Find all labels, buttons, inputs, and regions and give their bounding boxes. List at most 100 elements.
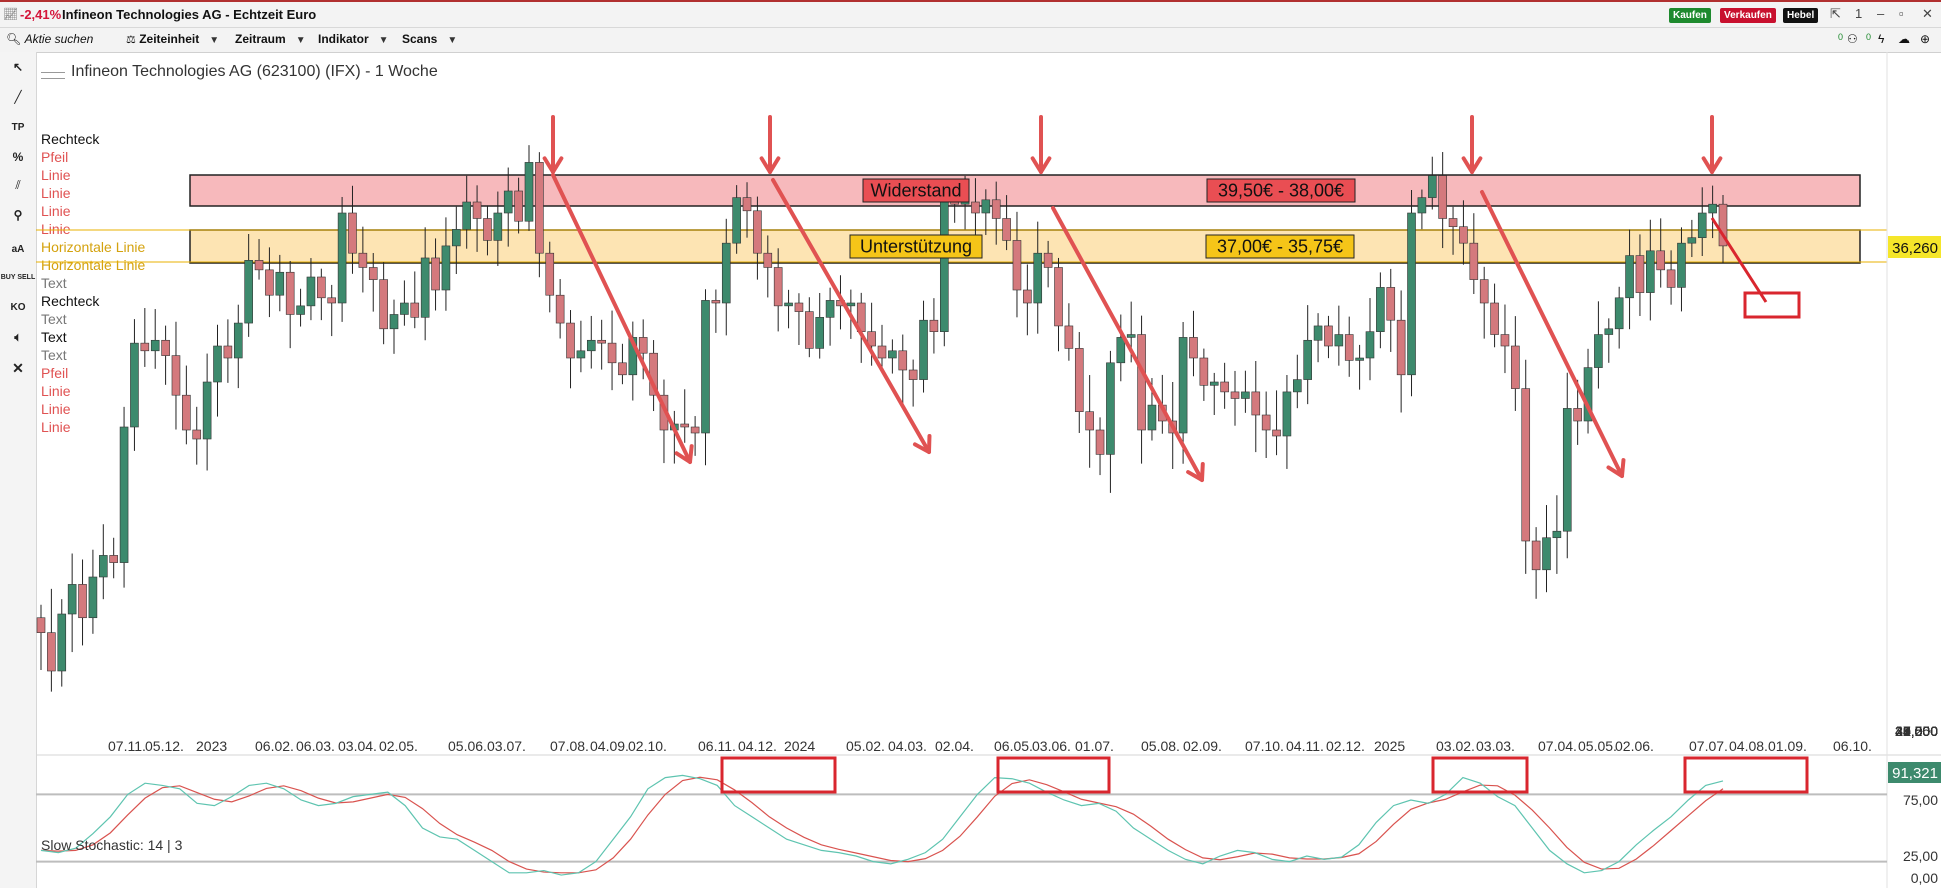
drawing-item[interactable]: Linie: [41, 167, 71, 183]
candle-body: [950, 197, 959, 205]
candle-body: [88, 576, 98, 619]
stock-search[interactable]: 🔍︎ Aktie suchen: [6, 32, 93, 46]
search-icon: 🔍︎: [6, 32, 22, 46]
candle-body: [960, 201, 970, 205]
resistance-range: 39,50€ - 38,00€: [1218, 181, 1344, 201]
candle-body: [368, 267, 378, 280]
add-icon[interactable]: ⊕: [1920, 32, 1931, 46]
ko-icon[interactable]: KO: [10, 302, 26, 313]
candle-body: [1189, 337, 1198, 359]
y-tick-label: 22,500: [1895, 723, 1938, 739]
percent-icon[interactable]: %: [12, 150, 24, 164]
y-tick-label: 31,000: [1895, 723, 1938, 739]
candle-body: [1293, 379, 1302, 393]
candle-body: [420, 257, 430, 318]
cloud-icon[interactable]: ☁: [1898, 32, 1910, 46]
dropdown-arrow-icon: ▼: [378, 35, 389, 46]
drawing-item[interactable]: Linie: [41, 185, 71, 201]
candle-body: [400, 302, 409, 315]
text-size-icon[interactable]: aA: [11, 244, 25, 255]
drawing-item[interactable]: Horizontale Linie: [41, 239, 146, 255]
candle-body: [576, 350, 586, 359]
dropdown-arrow-icon: ▼: [295, 35, 306, 46]
candle-body: [1708, 203, 1717, 214]
drawing-item[interactable]: Linie: [41, 419, 71, 435]
x-tick-label: 02.10.: [628, 738, 667, 754]
stoch-k-line: [40, 774, 1724, 876]
buy-sell-icon[interactable]: BUY SELL: [0, 274, 36, 281]
candle-body: [908, 369, 918, 380]
scans-menu[interactable]: Scans ▼: [402, 32, 457, 46]
search-icon[interactable]: ⚲: [13, 208, 23, 222]
sell-button[interactable]: Verkaufen: [1720, 8, 1776, 23]
drawing-item[interactable]: Text: [41, 347, 67, 363]
lever-button[interactable]: Hebel: [1783, 8, 1819, 23]
scans-label: Scans: [402, 32, 438, 46]
channel-icon[interactable]: ⫽: [15, 178, 21, 192]
candle-body: [1677, 242, 1686, 288]
x-tick-label: 2025: [1374, 738, 1405, 754]
drawing-tools-sidebar: ↖ ╱ TP % ⫽ ⚲ aA BUY SELL KO 🔈︎ ✕: [0, 52, 37, 888]
x-tick-label: 06.10.: [1833, 738, 1872, 754]
share-icon[interactable]: ⇱: [1830, 6, 1841, 21]
close-icon[interactable]: ✕: [1922, 6, 1933, 21]
lightning-icon[interactable]: ϟ: [1878, 32, 1885, 46]
candle-body: [47, 632, 56, 672]
drawing-item[interactable]: Rechteck: [41, 131, 100, 147]
candle-body: [1469, 242, 1479, 280]
delete-icon[interactable]: ✕: [12, 360, 24, 376]
candle-body: [1054, 267, 1063, 327]
drawing-item[interactable]: Linie: [41, 401, 71, 417]
drawing-item[interactable]: Pfeil: [41, 149, 69, 165]
candle-body: [1074, 348, 1084, 412]
candle-body: [794, 302, 804, 312]
drawing-item[interactable]: Pfeil: [41, 365, 69, 381]
candle-body: [805, 311, 814, 349]
minimize-icon[interactable]: –: [1877, 6, 1885, 21]
timeframe-menu[interactable]: ⚖ Zeiteinheit ▼: [126, 32, 219, 46]
tp-icon[interactable]: TP: [11, 122, 25, 133]
candle-body: [1417, 197, 1427, 214]
y-tick-label: 21,500: [1895, 723, 1938, 739]
drawing-item[interactable]: Text: [41, 329, 67, 345]
candle-body: [825, 300, 835, 318]
line-tool-icon[interactable]: ╱: [14, 90, 22, 104]
candle-body: [431, 257, 440, 291]
x-tick-label: 04.03.: [888, 738, 927, 754]
candle-body: [192, 429, 202, 440]
indicator-menu[interactable]: Indikator ▼: [318, 32, 389, 46]
drawing-item[interactable]: Linie: [41, 221, 71, 237]
maximize-icon[interactable]: ▫: [1899, 6, 1904, 21]
drawing-item[interactable]: Horizontale Linie: [41, 257, 146, 273]
candle-body: [836, 300, 845, 307]
sound-icon[interactable]: 🔈︎: [14, 330, 22, 344]
drawing-item[interactable]: Rechteck: [41, 293, 100, 309]
window-count[interactable]: 1: [1855, 6, 1863, 21]
candle-body: [939, 197, 949, 332]
candle-body: [1012, 240, 1022, 291]
x-tick-label: 03.04.: [338, 738, 377, 754]
trend-arrow: [551, 173, 692, 464]
x-tick-label: 03.06.: [1032, 738, 1071, 754]
drawing-item[interactable]: Linie: [41, 203, 71, 219]
buy-button[interactable]: Kaufen: [1669, 8, 1711, 23]
candle-body: [1251, 391, 1261, 416]
candle-body: [1614, 297, 1624, 330]
x-tick-label: 2024: [784, 738, 815, 754]
drawing-item[interactable]: Linie: [41, 383, 71, 399]
cursor-icon[interactable]: ↖: [12, 60, 24, 74]
stoch-y-tick: 25,00: [1903, 848, 1938, 864]
trend-arrow-head: [1606, 458, 1626, 478]
candle-body: [1479, 279, 1489, 304]
drawing-item[interactable]: Text: [41, 311, 67, 327]
period-menu[interactable]: Zeitraum ▼: [235, 32, 306, 46]
x-tick-label: 02.06.: [1615, 738, 1654, 754]
last-price-badge: [1888, 236, 1941, 258]
notification-icon[interactable]: ⚇: [1847, 32, 1858, 46]
trend-arrow-head: [912, 434, 932, 454]
x-tick-label: 04.11.: [1286, 738, 1324, 754]
candle-body: [856, 302, 866, 332]
candle-body: [1562, 408, 1572, 532]
drawing-item[interactable]: Text: [41, 275, 67, 291]
